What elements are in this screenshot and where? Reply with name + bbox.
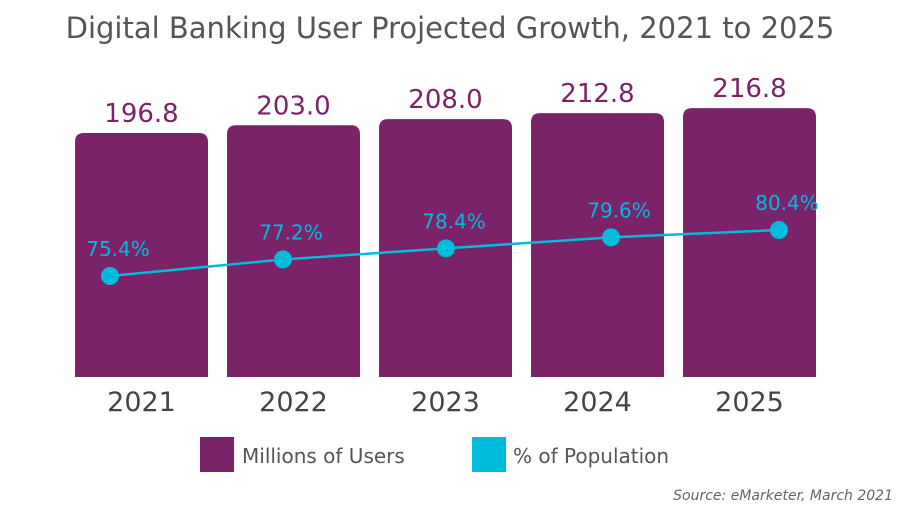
x-tick-2025: 2025 xyxy=(715,387,784,418)
bar-label-2023: 208.0 xyxy=(408,85,482,115)
bar-2021 xyxy=(75,132,208,377)
x-tick-2024: 2024 xyxy=(563,387,632,418)
x-tick-2021: 2021 xyxy=(107,387,176,418)
legend-swatch-users xyxy=(200,437,234,472)
x-tick-2023: 2023 xyxy=(411,387,480,418)
point-label-2022: 77.2% xyxy=(259,220,323,244)
point-2025 xyxy=(770,221,788,239)
legend: Millions of Users % of Population xyxy=(200,437,669,472)
point-2023 xyxy=(437,239,455,258)
bar-label-2025: 216.8 xyxy=(712,74,786,104)
point-2022 xyxy=(274,250,292,269)
bar-label-2021: 196.8 xyxy=(104,99,178,129)
bar-2025 xyxy=(683,108,816,377)
point-label-2025: 80.4% xyxy=(755,191,819,215)
point-2021 xyxy=(101,267,119,285)
bar-2022 xyxy=(227,125,360,377)
source-note: Source: eMarketer, March 2021 xyxy=(673,488,893,504)
bar-2024 xyxy=(531,113,664,378)
legend-swatch-population xyxy=(472,437,506,472)
legend-label-users: Millions of Users xyxy=(242,444,405,468)
x-tick-2022: 2022 xyxy=(259,387,328,418)
bar-label-2024: 212.8 xyxy=(560,79,634,109)
chart-title: Digital Banking User Projected Growth, 2… xyxy=(66,11,835,45)
point-2024 xyxy=(602,228,620,247)
point-label-2024: 79.6% xyxy=(587,198,651,222)
bar-label-2022: 203.0 xyxy=(256,91,330,121)
point-label-2021: 75.4% xyxy=(86,237,150,261)
legend-label-population: % of Population xyxy=(513,444,669,468)
point-label-2023: 78.4% xyxy=(422,209,486,233)
